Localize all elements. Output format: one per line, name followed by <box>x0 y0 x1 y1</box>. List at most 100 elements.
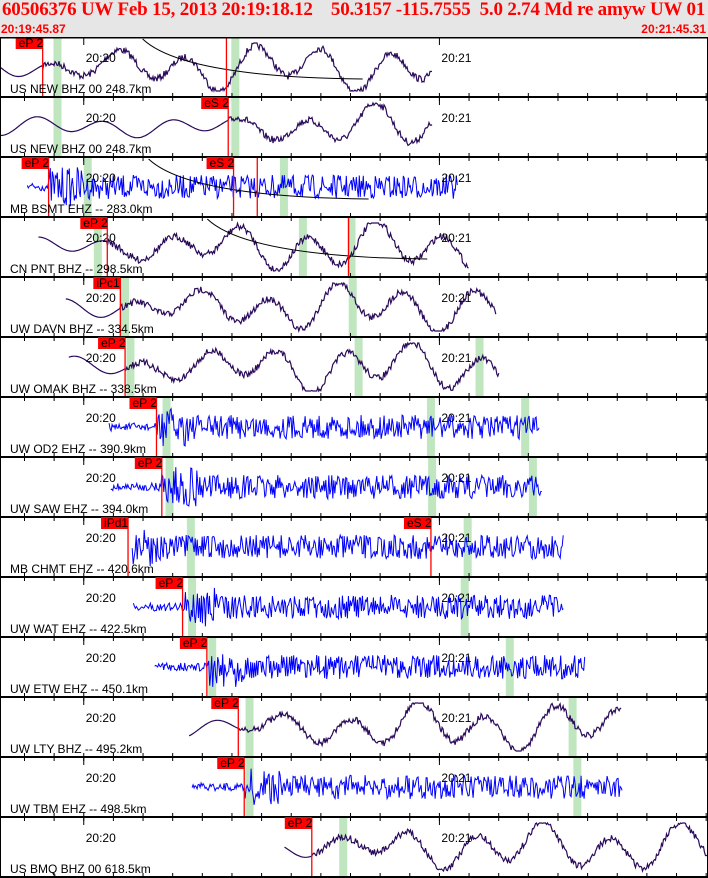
phase-pick-flag <box>101 517 129 529</box>
time-tick-label: 20:20 <box>86 651 116 665</box>
phase-pick-flag <box>211 697 239 709</box>
waveform <box>26 167 458 207</box>
time-tick-label: 20:20 <box>86 51 116 65</box>
station-label: MB CHMT EHZ -- 420.6km <box>10 562 154 576</box>
phase-pick-label: eP 2 <box>183 636 208 650</box>
time-tick-label: 20:21 <box>441 111 471 125</box>
phase-pick-label: eP 2 <box>132 396 157 410</box>
time-tick-label: 20:21 <box>441 651 471 665</box>
waveform <box>154 654 586 687</box>
waveform <box>131 529 564 567</box>
phase-pick-flag <box>80 217 108 229</box>
time-tick-label: 20:20 <box>86 111 116 125</box>
analysis-window <box>428 458 437 516</box>
phase-pick-label: eP 2 <box>159 576 184 590</box>
phase-pick-flag <box>15 37 43 49</box>
phase-pick-flag <box>201 97 229 109</box>
analysis-window <box>231 98 240 156</box>
time-tick-label: 20:20 <box>86 591 116 605</box>
time-tick-label: 20:21 <box>441 471 471 485</box>
phase-pick-label: eP 2 <box>138 456 163 470</box>
trace-panel[interactable]: 20:20 20:21 eP 2 CN PNT BHZ -- 298.5km <box>0 216 708 281</box>
waveform <box>188 702 622 752</box>
trace-panel[interactable]: 20:20 20:21 eP 2 UW TBM EHZ -- 498.5km <box>0 756 708 821</box>
time-tick-label: 20:21 <box>441 351 471 365</box>
trace-panel[interactable]: 20:20 20:21 eP 2 UW SAW EHZ -- 394.0km <box>0 456 708 521</box>
time-tick-label: 20:20 <box>86 771 116 785</box>
time-tick-label: 20:21 <box>441 831 471 845</box>
station-label: UW ETW EHZ -- 450.1km <box>10 682 148 696</box>
waveform <box>284 821 708 874</box>
phase-pick-flag <box>98 337 126 349</box>
phase-pick-flag <box>134 457 162 469</box>
time-tick-label: 20:20 <box>86 291 116 305</box>
time-tick-label: 20:21 <box>441 771 471 785</box>
time-tick-label: 20:21 <box>441 711 471 725</box>
phase-pick-flag <box>129 397 157 409</box>
analysis-window <box>231 38 240 96</box>
trace-panel[interactable]: 20:20 20:21 iPd1 eS 2 MB CHMT EHZ -- 420.6km <box>0 516 708 581</box>
waveform <box>110 467 542 507</box>
waveform <box>65 281 497 334</box>
trace-panel[interactable]: 20:20 20:21 eP 2 US BMQ BHZ 00 618.5km <box>0 816 708 878</box>
analysis-window <box>463 518 472 576</box>
analysis-window <box>573 758 582 816</box>
analysis-window <box>568 698 577 756</box>
phase-pick-label: eP 2 <box>83 216 108 230</box>
analysis-window <box>298 218 307 276</box>
analysis-window <box>165 458 174 516</box>
station-label: CN PNT BHZ -- 298.5km <box>10 262 142 276</box>
waveform <box>108 407 540 447</box>
station-label: UW OMAK BHZ -- 338.5km <box>10 382 157 396</box>
time-tick-label: 20:21 <box>441 51 471 65</box>
window-start-time: 20:19:45.87 <box>1 22 66 36</box>
analysis-window <box>475 338 484 396</box>
station-label: UW WAT EHZ -- 422.5km <box>10 622 146 636</box>
station-label: MB BSMT EHZ -- 283.0km <box>10 202 152 216</box>
station-label: UW OD2 EHZ -- 390.9km <box>10 442 146 456</box>
time-tick-label: 20:20 <box>86 531 116 545</box>
station-label: UW SAW EHZ -- 394.0km <box>10 502 148 516</box>
phase-pick-flag <box>155 577 183 589</box>
analysis-window <box>279 158 288 216</box>
coda-decay-curve <box>148 158 369 200</box>
time-tick-label: 20:21 <box>441 591 471 605</box>
phase-pick-label: eS 2 <box>204 96 229 110</box>
coda-decay-curve <box>142 38 363 80</box>
time-tick-label: 20:21 <box>441 411 471 425</box>
trace-panel[interactable]: 20:20 20:21 eP 2 UW WAT EHZ -- 422.5km <box>0 576 708 641</box>
waveform <box>0 42 433 93</box>
analysis-window <box>53 38 62 96</box>
phase-pick-flag <box>217 757 245 769</box>
analysis-window <box>245 698 254 756</box>
trace-panel[interactable]: 20:20 20:21 eS 2 US NEW BHZ 00 248.7km <box>0 96 708 161</box>
phase-pick-label: eP 2 <box>25 156 50 170</box>
station-label: US NEW BHZ 00 248.7km <box>10 82 151 96</box>
phase-pick-flag <box>21 157 49 169</box>
waveform <box>38 221 469 272</box>
phase-pick-flag <box>284 817 312 829</box>
phase-pick-label: eP 2 <box>19 37 44 50</box>
analysis-window <box>339 818 348 876</box>
time-tick-label: 20:21 <box>441 531 471 545</box>
trace-panel[interactable]: 20:20 20:21 eP 2 US NEW BHZ 00 248.7km <box>0 37 708 101</box>
trace-panel[interactable]: 20:20 20:21 eP 2 UW OD2 EHZ -- 390.9km <box>0 396 708 461</box>
analysis-window <box>186 518 195 576</box>
trace-panel[interactable]: 20:20 20:21 iPc1 UW DAVN BHZ -- 334.5km <box>0 276 708 341</box>
analysis-window <box>347 218 356 276</box>
trace-panel[interactable]: 20:20 20:21 eP 2 eS 2 MB BSMT EHZ -- 283.0km <box>0 156 708 221</box>
time-tick-label: 20:20 <box>86 711 116 725</box>
trace-panel[interactable]: 20:20 20:21 eP 2 UW ETW EHZ -- 450.1km <box>0 636 708 701</box>
event-title: 60506376 UW Feb 15, 2013 20:19:18.12 50.… <box>2 0 708 20</box>
station-label: UW TBM EHZ -- 498.5km <box>10 802 146 816</box>
phase-pick-flag <box>93 277 121 289</box>
analysis-window <box>126 338 135 396</box>
phase-pick-flag <box>179 637 207 649</box>
trace-panel[interactable]: 20:20 20:21 eP 2 UW LTY BHZ -- 495.2km <box>0 696 708 761</box>
station-label: UW DAVN BHZ -- 334.5km <box>10 322 154 336</box>
time-tick-label: 20:20 <box>86 351 116 365</box>
analysis-window <box>505 638 514 696</box>
phase-pick-label: iPc1 <box>96 276 120 290</box>
trace-panel[interactable]: 20:20 20:21 eP 2 UW OMAK BHZ -- 338.5km <box>0 336 708 401</box>
